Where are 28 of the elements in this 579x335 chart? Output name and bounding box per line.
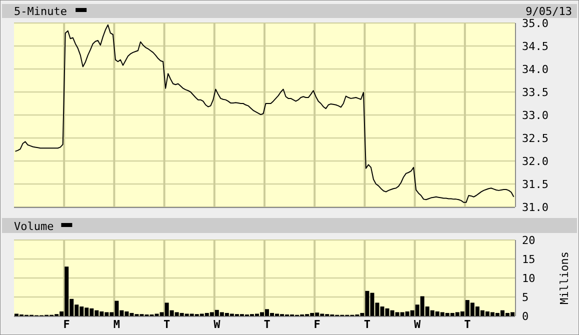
y-tick-label: 15 — [522, 253, 536, 266]
y-tick-label: 10 — [522, 272, 536, 285]
x-tick-label: T — [264, 318, 271, 331]
line-series — [14, 24, 514, 203]
y-tick-label: 31.0 — [522, 201, 548, 214]
x-tick-label: T — [464, 318, 472, 331]
y-tick-label: 5 — [522, 291, 529, 304]
x-tick-label: T — [364, 318, 371, 331]
y-tick-label: 33.0 — [522, 109, 548, 122]
y-tick-label: 34.5 — [522, 40, 548, 53]
y-tick-label: 33.5 — [522, 86, 548, 99]
x-tick-label: W — [414, 318, 421, 331]
y-tick-label: 31.5 — [522, 178, 548, 191]
y-tick-label: 20 — [522, 234, 536, 247]
x-tick-label: M — [113, 318, 120, 331]
y-tick-label: 34.0 — [522, 63, 548, 76]
x-tick-label: W — [214, 318, 221, 331]
x-tick-label: F — [314, 318, 320, 331]
legend-label: 5-Minute — [14, 5, 67, 18]
legend-label: Volume — [14, 220, 54, 233]
text: 9/05/13 — [526, 5, 572, 18]
y-axis-title: Millions — [558, 252, 571, 304]
x-tick-label: F — [63, 318, 70, 331]
y-tick-label: 32.5 — [522, 132, 548, 145]
x-tick-label: T — [163, 318, 170, 331]
y-tick-label: 0 — [522, 310, 529, 323]
y-tick-label: 32.0 — [522, 155, 548, 168]
y-tick-label: 35.0 — [522, 17, 548, 30]
